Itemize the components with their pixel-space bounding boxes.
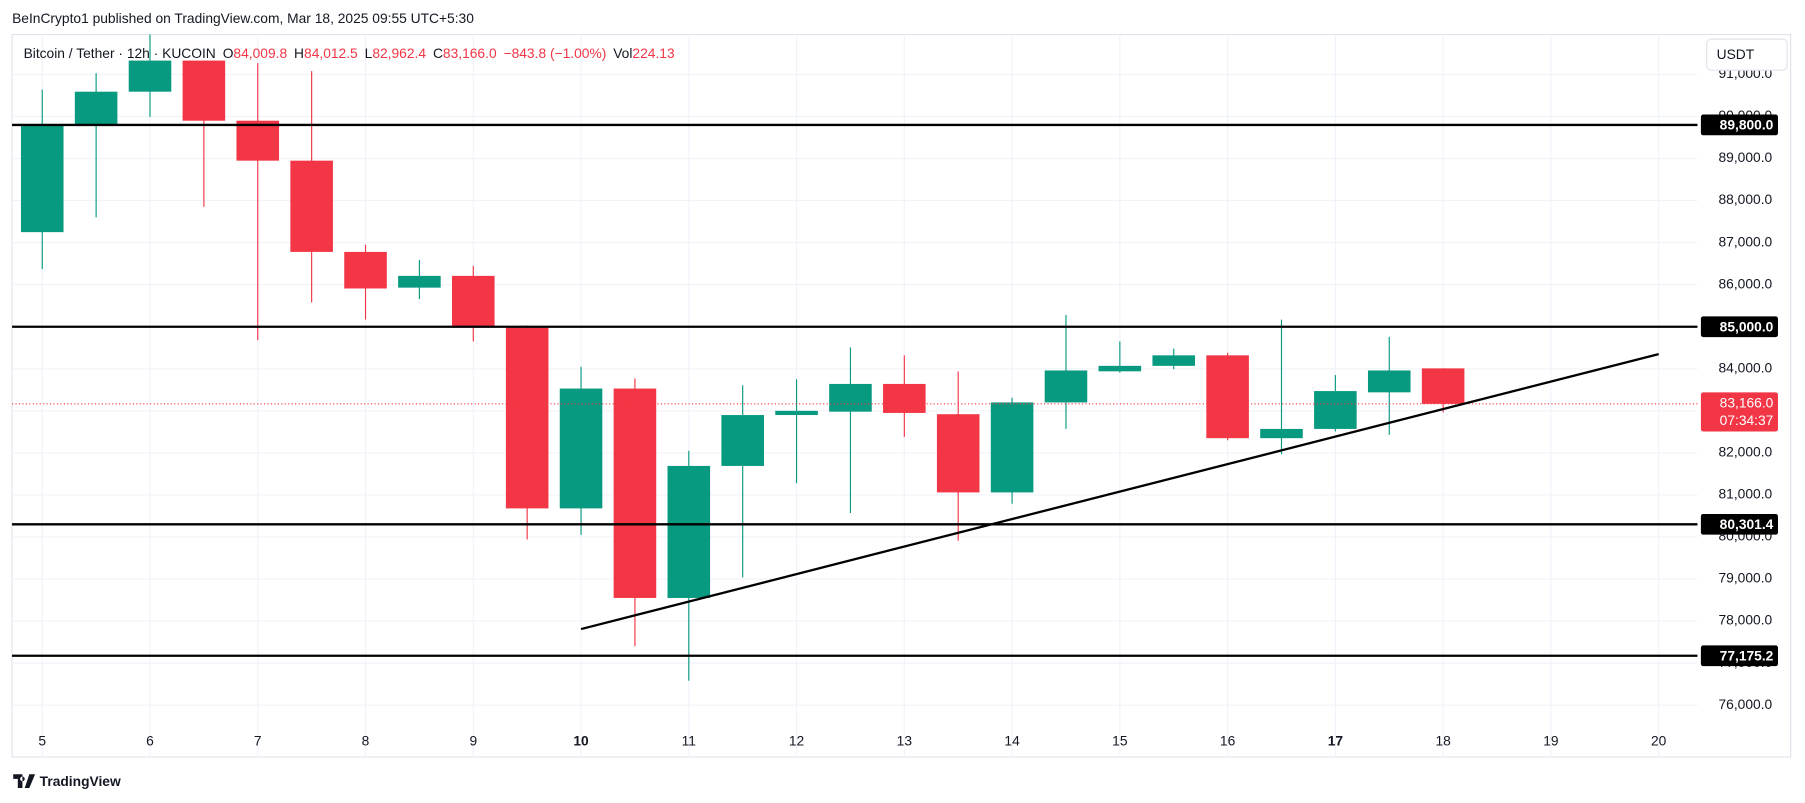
candle-body xyxy=(1152,355,1196,366)
currency-button[interactable] xyxy=(1706,38,1788,71)
logo-text: TradingView xyxy=(40,774,121,789)
level-label-bg xyxy=(1700,645,1778,667)
candle-body xyxy=(452,275,495,328)
candle-body xyxy=(667,465,711,598)
tradingview-logo: TradingView xyxy=(13,774,121,789)
x-tick-label: 20 xyxy=(1651,734,1667,749)
candle-body xyxy=(1098,365,1142,372)
candle-body xyxy=(1206,355,1249,439)
volume-key: Vol xyxy=(613,46,632,61)
candle-body xyxy=(236,120,280,161)
publisher-line: BeInCrypto1 published on TradingView.com… xyxy=(12,11,474,26)
x-tick-label: 18 xyxy=(1435,734,1451,749)
y-tick-label: 81,000.0 xyxy=(1719,487,1773,502)
x-tick-label: 15 xyxy=(1112,734,1128,749)
x-tick-label: 8 xyxy=(362,734,370,749)
candle-body xyxy=(936,414,980,493)
y-tick-label: 82,000.0 xyxy=(1719,445,1773,460)
x-tick-label: 5 xyxy=(38,734,46,749)
candle-body xyxy=(1314,391,1357,429)
last-price-bg xyxy=(1700,392,1778,432)
overlay: 89,800.0 85,000.0 80,301.4 77,175.2 83,166.0… xyxy=(12,114,1778,667)
trendline xyxy=(580,352,1659,631)
candle-body xyxy=(290,160,333,252)
y-tick-label: 84,000.0 xyxy=(1719,360,1773,375)
change-value: −843.8 (−1.00%) xyxy=(504,46,607,61)
ohlc-key: O xyxy=(223,46,234,61)
candle-body xyxy=(829,383,872,412)
y-tick-label: 78,000.0 xyxy=(1719,613,1773,628)
legend: Bitcoin / Tether · 12h · KUCOIN O84,009.8… xyxy=(24,46,675,61)
x-tick-label: 10 xyxy=(573,734,589,749)
x-tick-label: 19 xyxy=(1543,734,1559,749)
candle-body xyxy=(1367,370,1411,393)
y-tick-label: 79,000.0 xyxy=(1719,571,1773,586)
level-label-bg xyxy=(1700,513,1778,535)
y-tick-label: 89,000.0 xyxy=(1719,150,1773,165)
candle-body xyxy=(398,275,441,288)
candle-body xyxy=(559,388,603,509)
ohlc-key: H xyxy=(294,46,304,61)
ohlc-key: L xyxy=(365,46,373,61)
x-tick-label: 9 xyxy=(469,734,477,749)
level-label: 80,301.4 xyxy=(1720,517,1774,532)
candle-body xyxy=(182,60,226,121)
candle-body xyxy=(74,91,118,125)
y-tick-label: 87,000.0 xyxy=(1719,234,1773,249)
x-tick-label: 6 xyxy=(146,734,154,749)
level-label: 89,800.0 xyxy=(1720,118,1774,133)
x-tick-label: 7 xyxy=(254,734,262,749)
ohlc-key: C xyxy=(433,46,443,61)
candle-body xyxy=(128,60,172,92)
y-tick-label: 86,000.0 xyxy=(1719,276,1773,291)
x-tick-label: 12 xyxy=(789,734,804,749)
y-tick-label: 76,000.0 xyxy=(1719,697,1773,712)
x-tick-label: 13 xyxy=(897,734,913,749)
candle-body xyxy=(1044,370,1088,403)
ohlc-value: 84,009.8 xyxy=(233,46,287,61)
candle-body xyxy=(344,251,387,289)
ohlc-value: 82,962.4 xyxy=(372,46,426,61)
x-tick-label: 11 xyxy=(682,734,696,749)
plot xyxy=(20,34,1465,681)
candle-body xyxy=(990,402,1034,493)
pane-border xyxy=(11,33,1792,758)
volume-value: 224.13 xyxy=(632,46,675,61)
symbol-name: Bitcoin / Tether · 12h · KUCOIN xyxy=(24,46,216,61)
level-label: 85,000.0 xyxy=(1720,320,1774,335)
candle-body xyxy=(775,410,818,416)
countdown-label: 07:34:37 xyxy=(1720,413,1774,428)
level-label-bg xyxy=(1700,316,1778,338)
symbol-legend: Bitcoin / Tether · 12h · KUCOIN O84,009.8… xyxy=(24,46,675,61)
y-tick-label: 88,000.0 xyxy=(1719,192,1773,207)
ohlc-value: 84,012.5 xyxy=(304,46,358,61)
currency-label[interactable]: USDT xyxy=(1717,47,1755,62)
candle-body xyxy=(20,124,64,233)
candle-body xyxy=(883,383,926,413)
candle-body xyxy=(613,388,657,598)
candle-body xyxy=(1421,368,1465,404)
ohlc-value: 83,166.0 xyxy=(443,46,497,61)
candle-body xyxy=(505,327,549,509)
level-label-bg xyxy=(1700,114,1778,136)
last-price-label: 83,166.0 xyxy=(1720,396,1774,411)
x-tick-label: 14 xyxy=(1004,734,1020,749)
level-label: 77,175.2 xyxy=(1720,649,1774,664)
logo-icon xyxy=(13,774,36,789)
candle-body xyxy=(1260,428,1303,439)
x-tick-label: 17 xyxy=(1328,734,1344,749)
x-tick-label: 16 xyxy=(1220,734,1236,749)
candle-body xyxy=(721,415,764,466)
